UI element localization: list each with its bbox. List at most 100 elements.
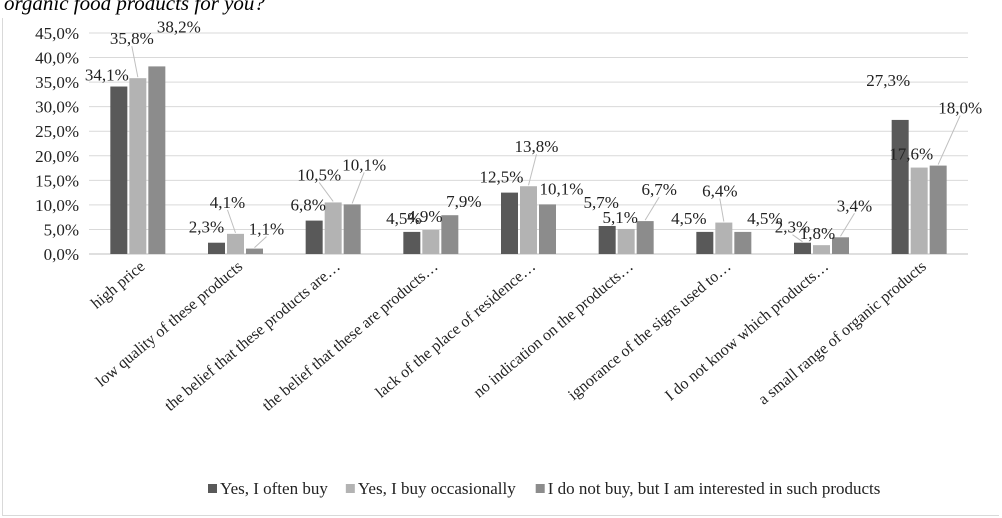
leader-line (227, 209, 236, 234)
x-category-label: high price (88, 258, 148, 312)
data-label: 7,9% (446, 192, 481, 211)
data-label: 18,0% (938, 99, 982, 118)
data-label: 10,1% (342, 155, 386, 174)
bar (110, 86, 128, 254)
y-tick-label: 0,0% (44, 245, 79, 264)
legend-label: Yes, I often buy (220, 479, 328, 498)
leader-line (644, 196, 660, 221)
y-tick-label: 5,0% (44, 220, 79, 239)
data-label: 5,7% (583, 193, 618, 212)
x-category-label: a small range of organic products (755, 258, 929, 408)
data-label: 4,9% (407, 207, 442, 226)
leader-line (528, 154, 537, 186)
data-label: 38,2% (157, 17, 201, 36)
chart-border (2, 18, 999, 516)
data-label: 2,3% (775, 218, 810, 237)
data-labels: 34,1%35,8%38,2%2,3%4,1%1,1%6,8%10,5%10,1… (85, 17, 982, 243)
data-label: 27,3% (866, 71, 910, 90)
data-label: 12,5% (480, 168, 524, 187)
leader-line (792, 234, 803, 243)
bar (324, 202, 342, 254)
bars (110, 66, 947, 254)
legend: Yes, I often buy Yes, I buy occasionally I… (208, 479, 880, 498)
bar (227, 233, 244, 254)
bar (208, 242, 225, 254)
x-category-label: no indication on the products… (471, 258, 637, 401)
y-tick-label: 20,0% (35, 147, 79, 166)
data-label: 35,8% (110, 29, 154, 48)
y-tick-label: 35,0% (35, 73, 79, 92)
data-label: 2,3% (189, 218, 224, 237)
legend-swatch (345, 484, 355, 493)
leader-line (719, 198, 725, 222)
bar (715, 222, 733, 254)
bar (891, 119, 909, 254)
bar (636, 221, 654, 254)
x-category-label: the belief that these products are… (162, 258, 344, 415)
bar (598, 226, 616, 254)
bar (501, 192, 518, 254)
leader-line (840, 213, 855, 237)
data-label: 13,8% (515, 137, 559, 156)
bar (539, 204, 556, 254)
bar (441, 215, 459, 254)
data-label: 6,7% (641, 180, 676, 199)
bar (403, 231, 421, 254)
bar (794, 242, 811, 254)
y-tick-label: 40,0% (35, 49, 79, 68)
bar (910, 167, 928, 254)
x-category-label: the belief that these are products… (259, 258, 441, 415)
y-tick-label: 25,0% (35, 122, 79, 141)
leader-line (254, 236, 267, 248)
data-label: 6,4% (702, 182, 737, 201)
y-tick-label: 10,0% (35, 196, 79, 215)
data-label: 6,8% (290, 196, 325, 215)
data-label: 4,5% (386, 209, 421, 228)
data-label: 10,1% (540, 179, 584, 198)
bar (129, 78, 147, 254)
data-label: 1,8% (800, 224, 835, 243)
bar (148, 66, 166, 254)
x-category-label: ignorance of the signs used to… (565, 258, 734, 404)
bar (343, 204, 361, 254)
leader-line (318, 182, 334, 202)
y-tick-label: 45,0% (35, 24, 79, 43)
bar (813, 245, 830, 254)
data-label: 1,1% (249, 220, 284, 239)
legend-label: I do not buy, but I am interested in suc… (548, 479, 881, 498)
leader-line (351, 172, 365, 204)
chart-caption: organic food products for you? (4, 0, 265, 15)
leader-line (937, 115, 961, 165)
bar (305, 220, 323, 254)
data-label: 3,4% (837, 196, 872, 215)
data-label: 4,1% (210, 193, 245, 212)
x-category-label: lack of the place of residence… (373, 258, 539, 402)
label-leader-lines (131, 46, 961, 248)
leader-line (131, 46, 139, 78)
bar (832, 237, 849, 254)
grid-lines (89, 32, 968, 255)
bar (520, 186, 537, 254)
bar (929, 165, 947, 254)
bar (422, 229, 440, 254)
y-tick-label: 30,0% (35, 98, 79, 117)
legend-label: Yes, I buy occasionally (358, 479, 516, 498)
bar (617, 228, 635, 254)
legend-swatch (535, 484, 545, 493)
y-axis: 0,0% 5,0% 10,0% 15,0% 20,0% 25,0% 30,0% 35,0% 40… (35, 24, 79, 264)
data-label: 10,5% (297, 165, 341, 184)
bar (696, 231, 714, 254)
data-label: 17,6% (889, 145, 933, 164)
data-label: 5,1% (602, 208, 637, 227)
data-label: 34,1% (85, 66, 129, 85)
data-label: 4,5% (747, 209, 782, 228)
y-tick-label: 15,0% (35, 171, 79, 190)
legend-swatch (208, 484, 217, 493)
bar (734, 231, 752, 254)
data-label: 4,5% (671, 209, 706, 228)
x-category-label: I do not know which products… (662, 258, 832, 404)
bar (246, 248, 263, 254)
